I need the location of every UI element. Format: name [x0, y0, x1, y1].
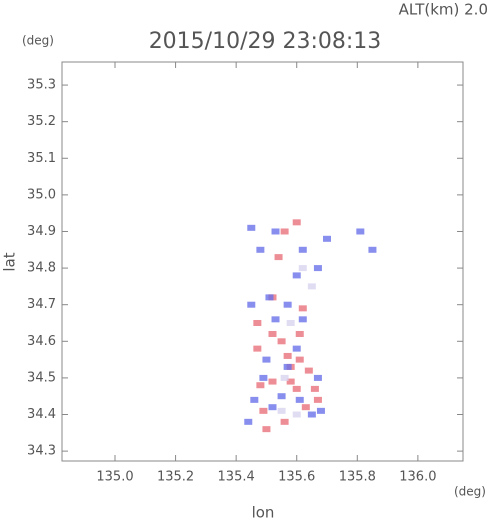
x-tick-label: 135.6 — [278, 470, 315, 485]
data-point — [307, 283, 316, 290]
y-tick-label: 34.5 — [27, 370, 56, 385]
data-point — [277, 407, 286, 414]
y-tick-label: 34.7 — [27, 297, 56, 312]
x-tick-label: 135.2 — [157, 470, 194, 485]
data-point — [310, 385, 319, 392]
data-point — [298, 316, 307, 323]
data-point — [356, 228, 365, 235]
data-point — [265, 294, 274, 301]
data-point — [268, 330, 277, 337]
data-point — [292, 345, 301, 352]
data-point — [298, 246, 307, 253]
data-point — [259, 374, 268, 381]
plot-frame — [61, 61, 464, 462]
data-point — [283, 352, 292, 359]
data-point — [368, 246, 377, 253]
y-tick-label: 35.3 — [27, 78, 56, 93]
data-point — [253, 345, 262, 352]
data-point — [292, 219, 301, 226]
data-point — [286, 319, 295, 326]
data-point — [283, 301, 292, 308]
data-point — [323, 235, 332, 242]
data-point — [259, 407, 268, 414]
data-point — [292, 385, 301, 392]
data-point — [316, 407, 325, 414]
data-point — [313, 374, 322, 381]
data-point — [280, 418, 289, 425]
data-point — [295, 356, 304, 363]
data-point — [247, 301, 256, 308]
data-point — [295, 330, 304, 337]
y-tick-label: 35.2 — [27, 114, 56, 129]
data-point — [280, 228, 289, 235]
data-point — [268, 404, 277, 411]
y-tick-label: 34.3 — [27, 444, 56, 459]
x-tick-label: 135.8 — [339, 470, 376, 485]
data-point — [280, 374, 289, 381]
x-axis-label: lon — [252, 504, 275, 522]
data-point — [271, 228, 280, 235]
y-axis-label: lat — [1, 252, 19, 271]
data-point — [313, 396, 322, 403]
data-point — [292, 272, 301, 279]
data-point — [256, 246, 265, 253]
data-point — [268, 378, 277, 385]
data-point — [262, 356, 271, 363]
data-point — [250, 396, 259, 403]
data-point — [304, 367, 313, 374]
data-point — [292, 411, 301, 418]
x-unit: (deg) — [454, 485, 486, 499]
data-point — [298, 305, 307, 312]
data-point — [247, 224, 256, 231]
x-tick-label: 135.0 — [96, 470, 133, 485]
y-unit: (deg) — [22, 34, 54, 48]
y-tick-label: 35.1 — [27, 151, 56, 166]
data-point — [274, 254, 283, 261]
data-point — [277, 393, 286, 400]
y-tick-label: 34.8 — [27, 261, 56, 276]
chart-title: 2015/10/29 23:08:13 — [149, 29, 382, 54]
x-tick-label: 136.0 — [399, 470, 436, 485]
data-point — [253, 319, 262, 326]
y-tick-label: 35.0 — [27, 187, 56, 202]
y-tick-label: 34.6 — [27, 334, 56, 349]
data-point — [277, 338, 286, 345]
data-point — [298, 265, 307, 272]
y-tick-label: 34.4 — [27, 407, 56, 422]
data-point — [262, 426, 271, 433]
data-point — [244, 418, 253, 425]
data-point — [286, 378, 295, 385]
x-tick-label: 135.4 — [218, 470, 255, 485]
data-point — [295, 396, 304, 403]
data-point — [301, 404, 310, 411]
data-point — [271, 316, 280, 323]
altitude-label: ALT(km) 2.0 — [399, 1, 488, 19]
data-point — [283, 363, 292, 370]
y-tick-label: 34.9 — [27, 224, 56, 239]
data-point — [307, 411, 316, 418]
data-point — [313, 265, 322, 272]
data-point — [256, 382, 265, 389]
